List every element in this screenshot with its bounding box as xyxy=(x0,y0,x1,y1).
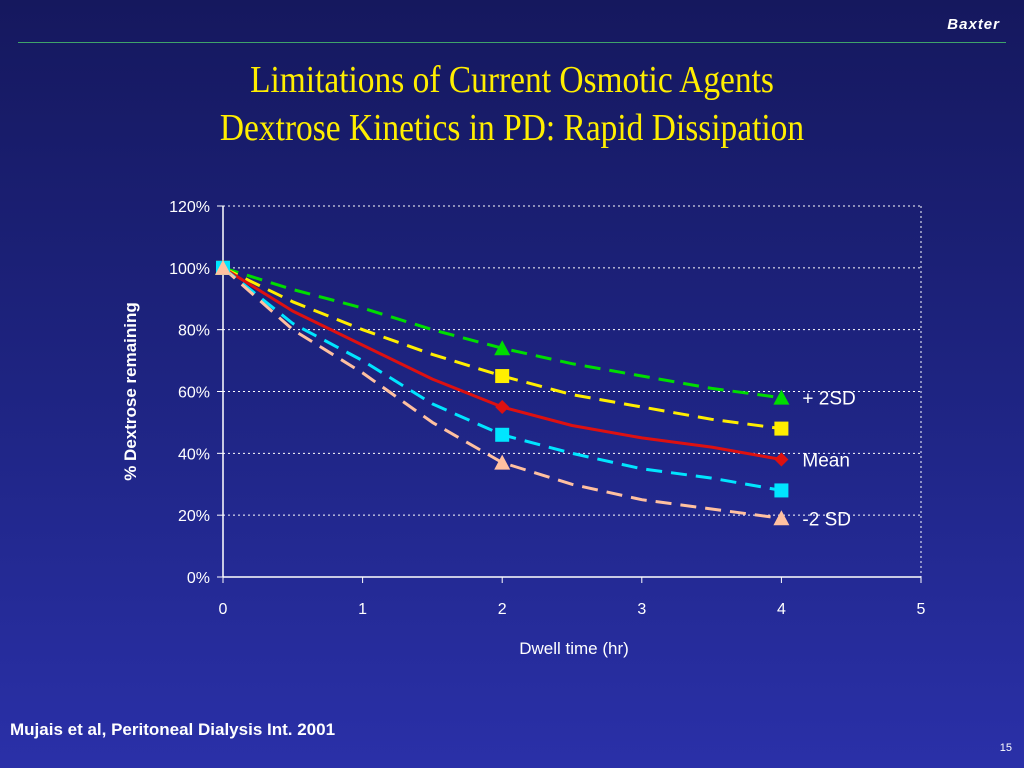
x-tick-label: 2 xyxy=(498,601,507,618)
y-tick-label: 20% xyxy=(178,508,210,525)
y-tick-label: 40% xyxy=(178,446,210,463)
dextrose-kinetics-chart: 0% 20% 40% 60% 80% 100% 120% 0 1 2 3 4 5 Dwell time (… xyxy=(121,199,926,658)
marker-triangle xyxy=(773,389,790,405)
series-line-4 xyxy=(222,266,782,520)
y-axis-label: % Dextrose remaining xyxy=(121,302,140,481)
marker-square xyxy=(495,427,510,442)
x-tick-label: 4 xyxy=(777,601,786,618)
marker-square xyxy=(774,483,789,498)
header-divider xyxy=(18,42,1006,43)
y-tick-label: 80% xyxy=(178,323,210,340)
series-layer xyxy=(222,266,782,520)
x-axis-label: Dwell time (hr) xyxy=(519,639,629,658)
marker-triangle xyxy=(494,454,511,470)
label-layer: 0% 20% 40% 60% 80% 100% 120% 0 1 2 3 4 5 Dwell time (… xyxy=(121,199,926,658)
marker-square xyxy=(495,369,510,384)
citation: Mujais et al, Peritoneal Dialysis Int. 2… xyxy=(10,720,336,739)
x-tick-label: 5 xyxy=(917,601,926,618)
y-tick-label: 100% xyxy=(169,261,210,278)
y-tick-label: 60% xyxy=(178,385,210,402)
x-tick-label: 0 xyxy=(219,601,228,618)
y-tick-label: 0% xyxy=(187,570,210,587)
series-line-1 xyxy=(222,266,782,431)
marker-triangle xyxy=(215,259,231,275)
series-annotation: + 2SD xyxy=(802,389,855,410)
x-tick-label: 1 xyxy=(358,601,367,618)
title-line-2: Dextrose Kinetics in PD: Rapid Dissipati… xyxy=(219,107,805,149)
marker-diamond xyxy=(774,452,789,467)
marker-diamond xyxy=(495,399,510,414)
marker-triangle xyxy=(773,510,790,526)
series-annotation: Mean xyxy=(802,451,850,472)
brand-logo: Baxter xyxy=(947,16,1000,33)
marker-square xyxy=(774,421,789,436)
title-line-1: Limitations of Current Osmotic Agents xyxy=(250,59,774,101)
marker-layer xyxy=(215,259,790,526)
y-tick-label: 120% xyxy=(169,199,210,216)
grid-layer xyxy=(223,205,922,577)
slide-title: Limitations of Current Osmotic Agents De… xyxy=(61,56,962,152)
marker-triangle xyxy=(494,340,511,356)
page-number: 15 xyxy=(999,742,1012,754)
series-annotation: -2 SD xyxy=(802,509,851,530)
x-tick-label: 3 xyxy=(637,601,646,618)
